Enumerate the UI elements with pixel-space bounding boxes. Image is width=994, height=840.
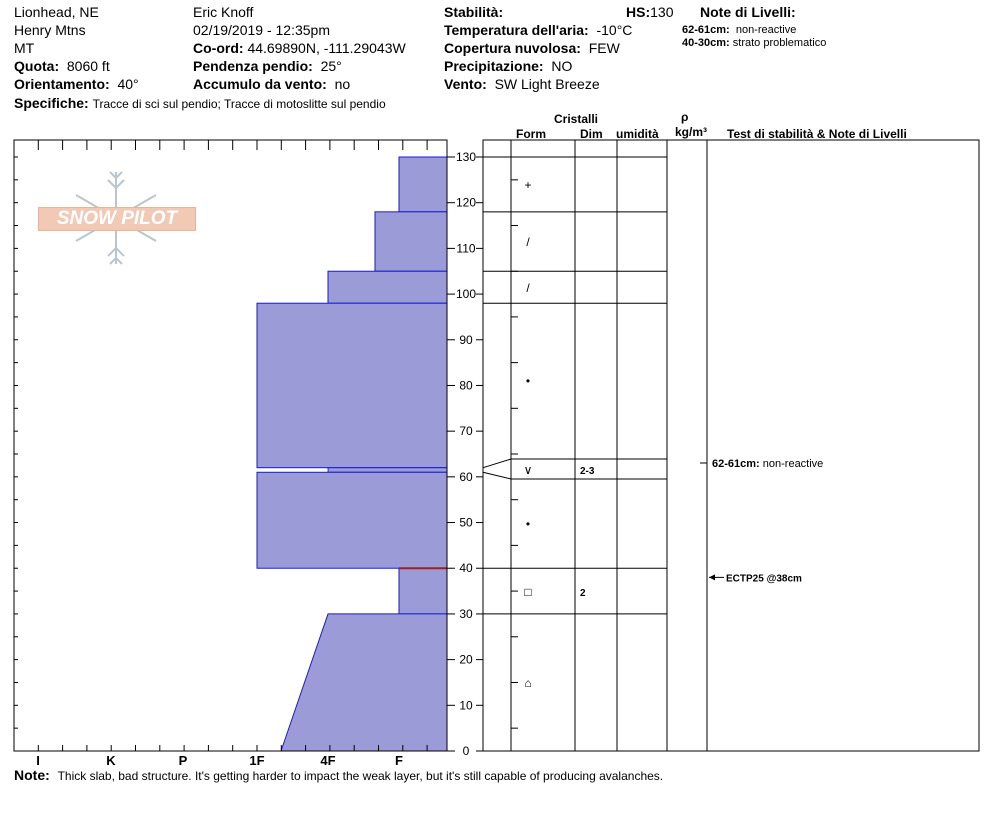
profile-layer-5 xyxy=(256,471,448,569)
depth-label-90: 90 xyxy=(459,333,473,347)
test-result-0: 62-61cm: non-reactive xyxy=(712,458,823,470)
profile-layer-4 xyxy=(327,467,448,473)
profile-layer-3 xyxy=(256,302,448,469)
crystal-size-4: 2-3 xyxy=(580,466,595,477)
crystal-form-1: / xyxy=(526,235,530,249)
elevation: Quota: 8060 ft xyxy=(14,58,110,74)
precipitation: Precipitazione: NO xyxy=(444,58,573,74)
profile-layer-7 xyxy=(280,613,448,752)
profile-layer-1 xyxy=(374,211,448,272)
size-header: Dim xyxy=(580,127,603,141)
layer-notes-title: Note di Livelli: xyxy=(700,4,796,20)
specifics: Specifiche: Tracce di sci sul pendio; Tr… xyxy=(14,95,386,111)
depth-label-120: 120 xyxy=(456,196,476,210)
sky-cover: Copertura nuvolosa: FEW xyxy=(444,40,620,56)
layer-note-2: 40-30cm: strato problematico xyxy=(682,37,827,49)
location: Lionhead, NE xyxy=(14,4,99,20)
profile-layer-6 xyxy=(398,567,448,615)
crystal-form-7: ⌂ xyxy=(524,676,531,690)
depth-label-40: 40 xyxy=(459,561,473,575)
table-frame xyxy=(482,139,980,752)
weak-layer-connector-bottom xyxy=(482,471,512,480)
rho-header: ρ xyxy=(681,110,689,124)
depth-label-20: 20 xyxy=(459,653,473,667)
crystal-form-2: / xyxy=(526,281,530,295)
mountain-range: Henry Mtns xyxy=(14,22,86,38)
depth-label-100: 100 xyxy=(456,287,476,301)
weak-layer-gap xyxy=(256,469,328,471)
crystals-header: Cristalli xyxy=(554,112,599,126)
datetime: 02/19/2019 - 12:35pm xyxy=(193,22,330,38)
crystal-form-0: + xyxy=(524,178,531,192)
hardness-label-P: P xyxy=(179,753,188,768)
depth-label-110: 110 xyxy=(456,241,475,255)
footer-note: Note: Thick slab, bad structure. It's ge… xyxy=(14,767,664,783)
crystal-size-6: 2 xyxy=(580,588,586,599)
hardness-label-F: F xyxy=(395,753,403,768)
stability-notes-header: Test di stabilità & Note di Livelli xyxy=(727,127,907,141)
wind: Vento: SW Light Breeze xyxy=(444,76,600,92)
weak-layer-connector-top xyxy=(482,458,512,469)
test-result-1: ECTP25 @38cm xyxy=(726,573,802,584)
coordinates: Co-ord: 44.69890N, -111.29043W xyxy=(193,40,406,56)
stability-label: Stabilità: xyxy=(444,4,504,20)
snowpilot-logo: SNOW PILOT xyxy=(38,168,198,270)
wind-loading: Accumulo da vento: no xyxy=(193,76,351,92)
density-unit-header: kg/m³ xyxy=(675,125,708,139)
hardness-label-4F: 4F xyxy=(320,753,335,768)
depth-label-30: 30 xyxy=(459,607,473,621)
crystal-form-5: • xyxy=(526,517,530,531)
depth-label-70: 70 xyxy=(459,424,473,438)
aspect: Orientamento: 40° xyxy=(14,76,139,92)
depth-label-10: 10 xyxy=(459,698,473,712)
depth-label-130: 130 xyxy=(456,150,476,164)
hardness-label-1F: 1F xyxy=(249,753,264,768)
total-snow-depth: HS:130 xyxy=(626,4,674,20)
snowpilot-logo-text: SNOW PILOT xyxy=(38,207,196,231)
hardness-label-I: I xyxy=(36,753,40,768)
air-temperature: Temperatura dell'aria: -10°C xyxy=(444,22,633,38)
crystal-form-6: □ xyxy=(524,585,531,599)
hardness-label-K: K xyxy=(106,753,116,768)
profile-frame xyxy=(13,139,448,752)
depth-label-50: 50 xyxy=(459,516,473,530)
crystal-form-3: • xyxy=(526,374,530,388)
depth-label-0: 0 xyxy=(463,744,470,758)
observer: Eric Knoff xyxy=(193,4,254,20)
form-header: Form xyxy=(516,127,546,141)
crystal-form-4: ∨ xyxy=(524,463,533,477)
profile-layer-0 xyxy=(398,156,448,213)
profile-layer-2 xyxy=(327,270,448,304)
depth-label-60: 60 xyxy=(459,470,473,484)
layer-note-1: 62-61cm: non-reactive xyxy=(682,24,797,36)
ect-arrow-head xyxy=(709,574,715,581)
state: MT xyxy=(14,40,35,56)
slope-angle: Pendenza pendio: 25° xyxy=(193,58,342,74)
depth-label-80: 80 xyxy=(459,378,473,392)
moisture-header: umidità xyxy=(616,127,659,141)
